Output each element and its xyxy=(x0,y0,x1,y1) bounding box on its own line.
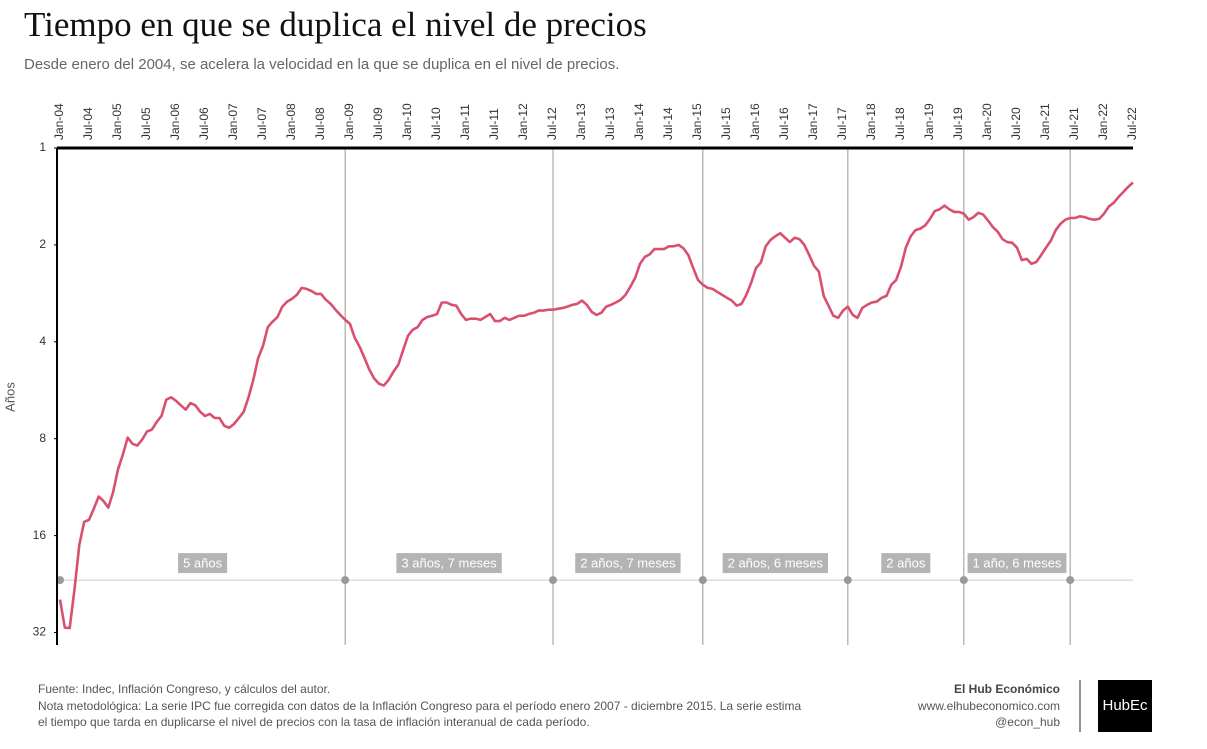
y-tick-label: 8 xyxy=(39,431,46,445)
x-tick-label: Jan-14 xyxy=(632,103,646,140)
x-tick-label: Jul-14 xyxy=(661,107,675,140)
logo-box xyxy=(1098,680,1152,732)
period-label-box xyxy=(967,553,1067,574)
period-label: 2 años, 7 meses xyxy=(580,556,676,571)
chart-title: Tiempo en que se duplica el nivel de pre… xyxy=(24,5,647,44)
x-tick-label: Jan-21 xyxy=(1038,103,1052,140)
x-tick-label: Jan-16 xyxy=(748,103,762,140)
x-tick-label: Jan-22 xyxy=(1096,103,1110,140)
x-tick-label: Jan-11 xyxy=(458,104,472,140)
x-tick-label: Jan-20 xyxy=(980,103,994,140)
period-label: 2 años, 6 meses xyxy=(728,556,824,571)
x-tick-label: Jul-10 xyxy=(429,107,443,140)
period-label-box xyxy=(178,553,228,574)
y-tick-label: 16 xyxy=(33,528,47,542)
x-tick-label: Jul-04 xyxy=(81,107,95,140)
footer-note: Nota metodológica: La serie IPC fue corr… xyxy=(38,699,801,713)
x-tick-label: Jan-09 xyxy=(342,103,356,140)
x-tick-label: Jul-06 xyxy=(197,107,211,140)
y-tick-label: 1 xyxy=(39,140,46,154)
x-tick-label: Jul-16 xyxy=(777,107,791,140)
period-label-box xyxy=(722,553,829,574)
x-tick-label: Jan-18 xyxy=(864,103,878,140)
x-tick-label: Jan-12 xyxy=(516,103,530,140)
logo-text: HubEc xyxy=(1102,697,1148,714)
period-marker xyxy=(341,576,350,585)
x-tick-label: Jan-17 xyxy=(806,103,820,140)
x-tick-label: Jul-20 xyxy=(1009,107,1023,140)
footer-note: el tiempo que tarda en duplicarse el niv… xyxy=(38,715,590,729)
x-tick-label: Jul-05 xyxy=(139,107,153,140)
period-label-box xyxy=(396,553,502,574)
y-axis-label: Años xyxy=(2,382,17,412)
period-marker xyxy=(959,576,968,585)
x-tick-label: Jan-04 xyxy=(52,103,66,140)
period-marker xyxy=(1066,576,1075,585)
y-tick-label: 32 xyxy=(33,625,47,639)
x-tick-label: Jan-13 xyxy=(574,103,588,140)
x-tick-label: Jul-09 xyxy=(371,107,385,140)
period-marker xyxy=(549,576,557,585)
x-tick-label: Jan-08 xyxy=(284,103,298,140)
period-label: 3 años, 7 meses xyxy=(401,556,497,571)
x-tick-label: Jan-05 xyxy=(110,103,124,140)
period-marker xyxy=(843,576,852,585)
y-tick-label: 2 xyxy=(39,237,46,251)
period-label-box xyxy=(575,553,681,574)
data-line xyxy=(58,181,1134,630)
x-tick-label: Jul-07 xyxy=(255,107,269,140)
x-tick-label: Jul-22 xyxy=(1125,107,1139,140)
y-tick-label: 4 xyxy=(39,334,46,348)
x-tick-label: Jul-17 xyxy=(835,107,849,140)
x-tick-label: Jul-15 xyxy=(719,107,733,140)
x-tick-label: Jul-13 xyxy=(603,107,617,140)
x-tick-label: Jul-12 xyxy=(545,107,559,140)
chart-subtitle: Desde enero del 2004, se acelera la velo… xyxy=(24,56,619,73)
x-tick-label: Jan-19 xyxy=(922,103,936,140)
x-tick-label: Jan-15 xyxy=(690,103,704,140)
x-tick-label: Jul-19 xyxy=(951,107,965,140)
period-label-box xyxy=(881,553,931,574)
period-label: 2 años xyxy=(886,556,926,571)
period-marker xyxy=(698,576,707,585)
x-tick-label: Jul-21 xyxy=(1067,107,1081,140)
x-tick-label: Jul-18 xyxy=(893,107,907,140)
footer-handle: @econ_hub xyxy=(995,715,1060,729)
x-tick-label: Jul-11 xyxy=(487,108,501,140)
x-tick-label: Jul-08 xyxy=(313,107,327,140)
footer-source: Fuente: Indec, Inflación Congreso, y cál… xyxy=(38,682,330,696)
x-tick-label: Jan-10 xyxy=(400,103,414,140)
period-label: 5 años xyxy=(183,556,223,571)
footer-brand: El Hub Económico xyxy=(954,682,1060,696)
x-tick-label: Jan-06 xyxy=(168,103,182,140)
x-tick-label: Jan-07 xyxy=(226,103,240,140)
period-label: 1 año, 6 meses xyxy=(973,556,1062,571)
footer-website: www.elhubeconomico.com xyxy=(917,699,1060,713)
